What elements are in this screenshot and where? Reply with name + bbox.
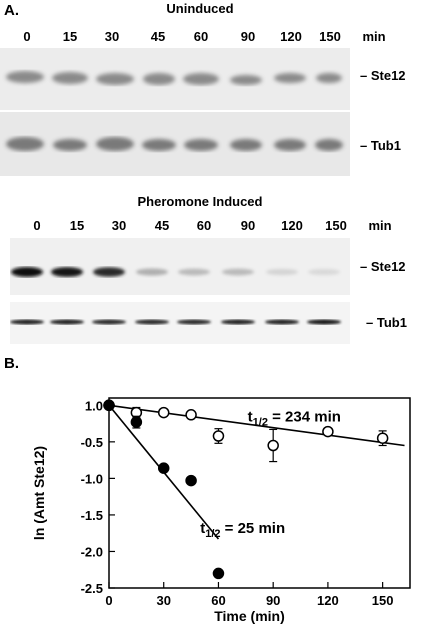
induced-time-label: 30 <box>111 218 127 233</box>
y-tick-label: 1.0 <box>85 398 103 413</box>
induced-tub1-band <box>10 319 44 325</box>
panel-a-label: A. <box>4 2 19 19</box>
induced-time-label: 60 <box>196 218 212 233</box>
half-life-subscript: 1/2 <box>253 416 268 428</box>
induced-ste12-band <box>51 267 83 277</box>
induced-ste12-blot <box>10 238 350 295</box>
induced-ste12-band <box>93 267 125 277</box>
induced-tub1-band <box>265 319 299 325</box>
decay-chart: 0 30 60 90 120 150 -2.5 -2.0 -1.5 -1.0 -0.5 1.0 Time… <box>31 397 411 624</box>
open-data-point <box>212 430 225 442</box>
open-data-point <box>157 406 170 419</box>
x-axis-label: Time (min) <box>214 608 285 624</box>
y-tick-label: -2.5 <box>81 581 103 596</box>
induced-ste12-band <box>136 268 168 276</box>
uninduced-time-label: 45 <box>150 29 166 44</box>
induced-time-label: 120 <box>281 218 303 233</box>
induced-tub1-band <box>221 319 255 325</box>
filled-data-point <box>157 462 170 474</box>
uninduced-time-label: 0 <box>23 29 31 44</box>
induced-tub1-band <box>177 319 211 325</box>
half-life-value: = 234 min <box>268 408 341 425</box>
uninduced-ste12-blot <box>0 48 350 110</box>
x-tick-label: 0 <box>105 593 112 608</box>
induced-tub1-blot <box>10 302 350 344</box>
y-tick-label: -1.0 <box>81 471 103 486</box>
induced-ste12-band <box>308 268 340 276</box>
induced-time-label: 90 <box>240 218 256 233</box>
induced-tub1-band <box>92 319 126 325</box>
induced-ste12-band <box>222 268 254 276</box>
y-axis-label: ln (Amt Ste12) <box>31 446 47 540</box>
induced-time-label: 0 <box>33 218 41 233</box>
induced-time-label: 15 <box>69 218 85 233</box>
uninduced-time-label: 120 <box>280 29 302 44</box>
x-tick-label: 60 <box>211 593 225 608</box>
half-life-label: t1/2 = 234 min <box>248 408 341 428</box>
tub1-band-name: Tub1 <box>376 315 407 330</box>
induced-time-label: 45 <box>154 218 170 233</box>
tub1-band-name: Tub1 <box>370 138 401 153</box>
y-tick-label: -2.0 <box>81 544 103 559</box>
induced-ste12-band <box>266 268 298 276</box>
filled-data-point <box>212 567 225 580</box>
induced-heading: Pheromone Induced <box>137 194 263 209</box>
induced-unit-label: min <box>368 218 392 233</box>
ste12-band-name: Ste12 <box>370 68 406 83</box>
x-tick-label: 90 <box>266 593 280 608</box>
induced-tub1-band <box>135 319 169 325</box>
induced-ste12-band <box>11 267 43 277</box>
x-tick-label: 150 <box>372 593 394 608</box>
half-life-symbol: t <box>200 520 205 537</box>
open-data-point <box>322 425 334 438</box>
filled-data-point <box>130 416 143 428</box>
induced-tub1-band <box>307 319 341 325</box>
induced-ste12-label: – Ste12 <box>360 259 406 274</box>
half-life-symbol: t <box>248 408 253 425</box>
filled-data-point <box>185 474 197 487</box>
open-data-point <box>376 432 389 444</box>
uninduced-time-label: 60 <box>193 29 209 44</box>
uninduced-time-label: 30 <box>104 29 120 44</box>
induced-ste12-band <box>178 268 210 276</box>
open-data-point <box>185 409 197 421</box>
ste12-band-name: Ste12 <box>370 259 406 274</box>
x-tick-label: 30 <box>156 593 170 608</box>
uninduced-tub1-blot <box>0 112 350 176</box>
y-tick-label: -1.5 <box>81 508 103 523</box>
uninduced-heading: Uninduced <box>166 1 234 16</box>
filled-data-point <box>103 399 115 412</box>
induced-tub1-label: – Tub1 <box>366 315 407 330</box>
plot-frame <box>108 397 411 589</box>
uninduced-tub1-label: – Tub1 <box>360 138 401 153</box>
uninduced-time-label: 150 <box>319 29 341 44</box>
uninduced-ste12-label: – Ste12 <box>360 68 406 83</box>
uninduced-time-label: 90 <box>240 29 256 44</box>
half-life-value: = 25 min <box>221 520 286 537</box>
y-tick-label: -0.5 <box>81 435 103 450</box>
x-tick-label: 120 <box>317 593 339 608</box>
open-data-point <box>267 439 279 452</box>
induced-tub1-band <box>50 319 84 325</box>
half-life-label: t1/2 = 25 min <box>200 520 285 540</box>
induced-time-label: 150 <box>325 218 347 233</box>
half-life-subscript: 1/2 <box>205 528 220 540</box>
uninduced-time-label: 15 <box>62 29 78 44</box>
uninduced-unit-label: min <box>362 29 386 44</box>
panel-b-label: B. <box>4 355 19 372</box>
